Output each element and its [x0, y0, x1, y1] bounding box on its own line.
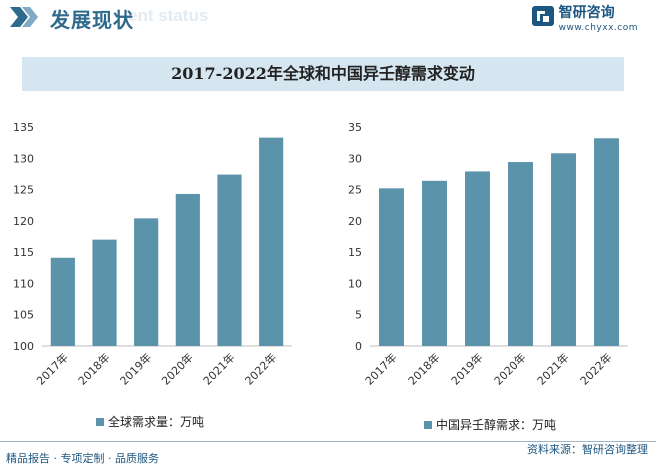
header: ent status 发展现状 智研咨询 www.chyxx.com — [0, 0, 656, 40]
y-tick-label: 135 — [13, 121, 34, 134]
legend-label: 全球需求量：万吨 — [108, 415, 205, 429]
x-tick-label: 2021年 — [200, 350, 237, 387]
y-tick-label: 100 — [13, 340, 34, 353]
bar — [379, 188, 404, 346]
brand-logo-icon — [531, 6, 554, 26]
x-tick-label: 2018年 — [405, 350, 442, 387]
bar — [217, 174, 242, 346]
brand: 智研咨询 www.chyxx.com — [531, 4, 638, 34]
y-tick-label: 30 — [348, 152, 362, 165]
double-chevron-icon — [10, 7, 38, 27]
legend-global: 全球需求量：万吨 — [96, 413, 204, 430]
footer: 精品报告 · 专项定制 · 品质服务 资料来源：智研咨询整理 — [0, 441, 656, 469]
x-tick-label: 2017年 — [362, 350, 399, 387]
legend-swatch — [424, 421, 432, 429]
x-tick-label: 2019年 — [448, 350, 485, 387]
legend-china: 中国异壬醇需求：万吨 — [424, 416, 556, 433]
x-tick-label: 2022年 — [242, 350, 279, 387]
source-value: 智研咨询整理 — [582, 443, 648, 456]
page-heading: 发展现状 — [50, 8, 134, 32]
header-ghost-text: ent status — [128, 6, 209, 25]
bar — [134, 218, 159, 346]
x-tick-label: 2020年 — [491, 350, 528, 387]
x-tick-label: 2021年 — [534, 350, 571, 387]
footer-divider — [0, 441, 656, 442]
y-tick-label: 15 — [348, 246, 362, 259]
y-tick-label: 0 — [355, 340, 362, 353]
chart-title: 2017-2022年全球和中国异壬醇需求变动 — [171, 64, 475, 83]
bar — [50, 257, 75, 346]
y-tick-label: 120 — [13, 215, 34, 228]
bar — [508, 162, 533, 346]
footer-slogan: 精品报告 · 专项定制 · 品质服务 — [6, 452, 159, 465]
y-tick-label: 25 — [348, 184, 362, 197]
x-tick-label: 2017年 — [33, 350, 70, 387]
y-tick-label: 115 — [13, 246, 34, 259]
y-tick-label: 20 — [348, 215, 362, 228]
x-tick-label: 2020年 — [158, 350, 195, 387]
bar — [551, 153, 576, 346]
brand-url[interactable]: www.chyxx.com — [558, 23, 638, 33]
y-tick-label: 35 — [348, 121, 362, 134]
brand-name: 智研咨询 — [558, 5, 615, 21]
y-tick-label: 10 — [348, 277, 362, 290]
x-tick-label: 2022年 — [577, 350, 614, 387]
chart-title-band: 2017-2022年全球和中国异壬醇需求变动 — [22, 57, 624, 91]
y-tick-label: 5 — [355, 309, 362, 322]
legend-swatch — [96, 418, 104, 426]
x-tick-label: 2019年 — [117, 350, 154, 387]
footer-source: 资料来源：智研咨询整理 — [527, 441, 648, 457]
y-tick-label: 105 — [13, 309, 34, 322]
x-tick-label: 2018年 — [75, 350, 112, 387]
y-tick-label: 110 — [13, 277, 34, 290]
bar — [422, 180, 447, 346]
bar — [259, 137, 284, 346]
source-label: 资料来源： — [527, 443, 582, 456]
bar — [92, 239, 117, 346]
y-tick-label: 125 — [13, 184, 34, 197]
bar — [175, 193, 200, 346]
bar — [594, 138, 619, 346]
y-tick-label: 130 — [13, 152, 34, 165]
bar — [465, 171, 490, 346]
legend-label: 中国异壬醇需求：万吨 — [436, 418, 557, 432]
